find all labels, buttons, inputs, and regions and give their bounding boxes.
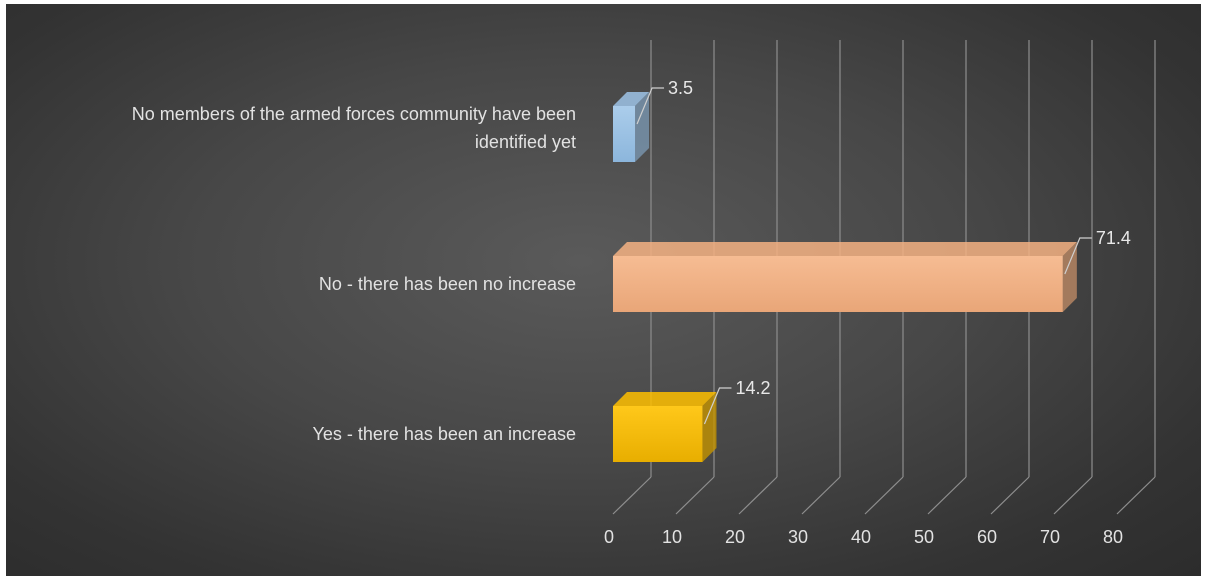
category-labels: Yes - there has been an increase No - the…	[132, 104, 576, 444]
data-label-leader	[636, 87, 665, 125]
x-tick-label: 50	[914, 527, 934, 547]
data-label-leader	[703, 387, 732, 425]
floor-gridline	[738, 476, 778, 515]
bar-side-face	[702, 392, 717, 462]
data-labels: 14.2 71.4 3.5	[636, 78, 1131, 425]
x-tick-label: 0	[604, 527, 614, 547]
bars	[613, 92, 1077, 462]
bar-top-face	[613, 392, 717, 406]
bar-top-face	[613, 242, 1077, 256]
floor-gridline	[990, 476, 1030, 515]
bar-front-face	[613, 106, 636, 162]
bar-chart: 0 10 20 30 40 50 60 70 80 Yes - there has been a…	[132, 40, 1156, 547]
category-label: No members of the armed forces community…	[132, 104, 576, 152]
x-tick-label: 40	[851, 527, 871, 547]
x-tick-label: 70	[1040, 527, 1060, 547]
x-tick-label: 60	[977, 527, 997, 547]
bar-side-shade	[1062, 242, 1077, 312]
data-label: 14.2	[735, 378, 770, 398]
bar-side-shade	[702, 392, 717, 462]
x-tick-label: 20	[725, 527, 745, 547]
x-tick-label: 10	[662, 527, 682, 547]
chart-area: 0 10 20 30 40 50 60 70 80 Yes - there has been a…	[6, 4, 1201, 576]
bar-3	[613, 92, 650, 162]
x-tick-label: 30	[788, 527, 808, 547]
x-tick-label: 80	[1103, 527, 1123, 547]
bar-1	[613, 392, 717, 462]
floor-gridline	[1116, 476, 1156, 515]
floor-gridline	[801, 476, 841, 515]
bar-side-shade	[635, 92, 650, 162]
category-label: No - there has been no increase	[319, 274, 576, 294]
bar-top-face	[613, 92, 650, 106]
bar-front-face	[613, 406, 703, 462]
bar-side-face	[1062, 242, 1077, 312]
floor-gridline	[864, 476, 904, 515]
data-label-leader	[1064, 237, 1092, 275]
x-axis-ticks: 0 10 20 30 40 50 60 70 80	[604, 527, 1123, 547]
data-label: 71.4	[1096, 228, 1131, 248]
data-label: 3.5	[668, 78, 693, 98]
bar-side-face	[635, 92, 650, 162]
floor-gridline	[675, 476, 715, 515]
floor-gridline	[1053, 476, 1093, 515]
bar-2	[613, 242, 1077, 312]
bar-front-face	[613, 256, 1063, 312]
floor-gridline	[927, 476, 967, 515]
floor-gridline	[612, 476, 652, 515]
category-label: Yes - there has been an increase	[312, 424, 576, 444]
